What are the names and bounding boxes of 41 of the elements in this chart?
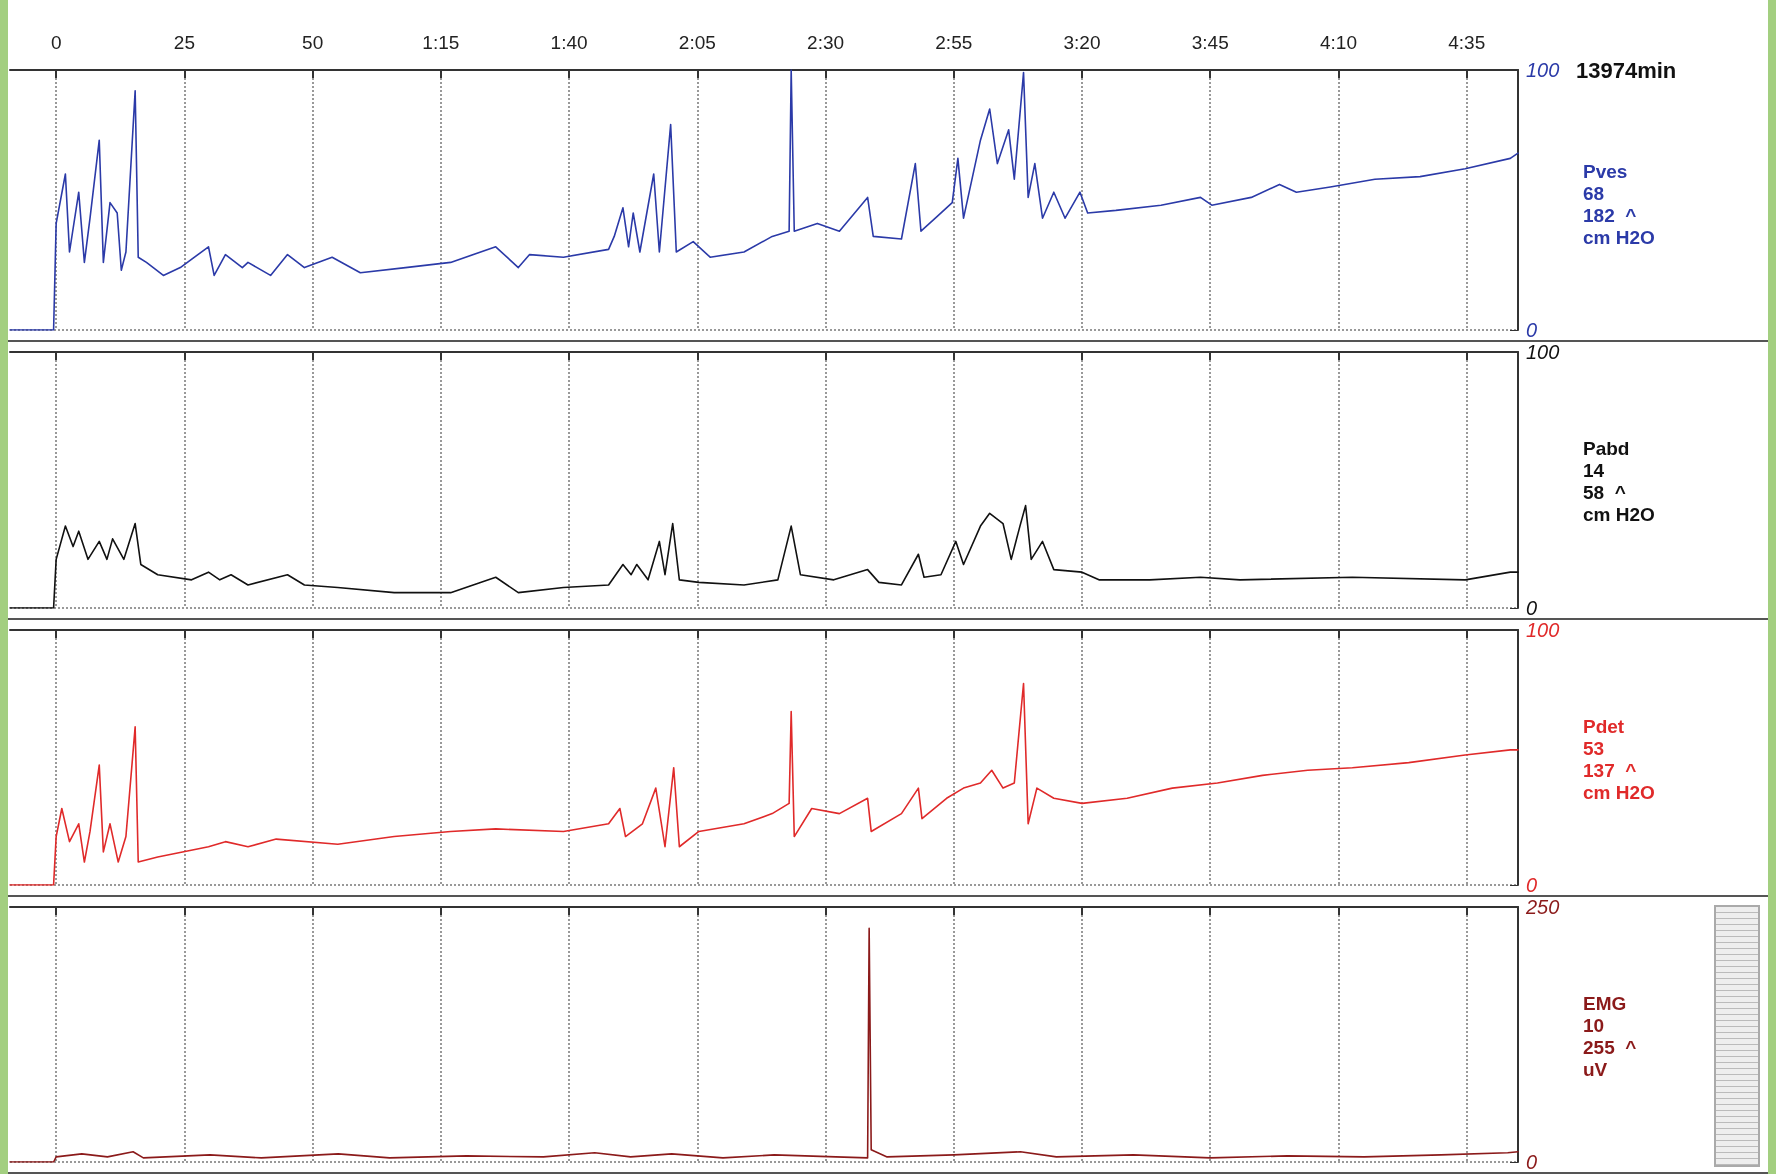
text: 68 xyxy=(1583,183,1605,204)
y-tick-label: 250 xyxy=(1525,896,1560,918)
x-tick-label: 1:40 xyxy=(550,32,588,53)
text: 137 ^ xyxy=(1583,759,1637,781)
text: 58 ^ xyxy=(1583,482,1626,503)
x-tick-label: 2:05 xyxy=(678,32,716,53)
text: 10 xyxy=(1583,1014,1605,1036)
text: Pabd xyxy=(1583,438,1630,459)
text: Pdet xyxy=(1583,715,1625,737)
line-series xyxy=(9,927,1519,1163)
y-tick-label: 0 xyxy=(1526,597,1538,619)
text: 14 xyxy=(1583,460,1605,481)
line-series xyxy=(9,504,1519,609)
x-tick-label: 2:30 xyxy=(807,32,845,53)
y-tick-label: 100 xyxy=(1526,59,1560,81)
text: 182 ^ xyxy=(1583,205,1637,226)
x-tick-label: 2:55 xyxy=(935,32,973,53)
x-tick-label: 3:45 xyxy=(1191,32,1229,53)
x-tick-label: 4:35 xyxy=(1448,32,1486,53)
text: cm H2O xyxy=(1583,504,1655,525)
y-tick-label: 0 xyxy=(1526,1151,1538,1173)
x-axis-title: 13974min xyxy=(1576,57,1677,83)
y-tick-label: 0 xyxy=(1526,319,1538,341)
line-series xyxy=(9,682,1519,886)
x-tick-label: 50 xyxy=(302,32,324,53)
text: cm H2O xyxy=(1583,781,1655,803)
text: uV xyxy=(1583,1058,1608,1080)
text: 53 xyxy=(1583,737,1605,759)
x-tick-label: 1:15 xyxy=(422,32,460,53)
x-tick-label: 0 xyxy=(50,32,62,53)
text: cm H2O xyxy=(1583,227,1655,248)
x-tick-label: 3:20 xyxy=(1063,32,1101,53)
x-tick-label: 4:10 xyxy=(1319,32,1357,53)
y-tick-label: 100 xyxy=(1526,341,1560,363)
text: EMG xyxy=(1583,992,1627,1014)
text: 255 ^ xyxy=(1583,1036,1637,1058)
y-tick-label: 0 xyxy=(1526,874,1538,896)
y-tick-label: 100 xyxy=(1526,619,1560,641)
text: Pves xyxy=(1583,161,1628,182)
x-tick-label: 25 xyxy=(173,32,195,53)
line-series xyxy=(9,69,1519,331)
